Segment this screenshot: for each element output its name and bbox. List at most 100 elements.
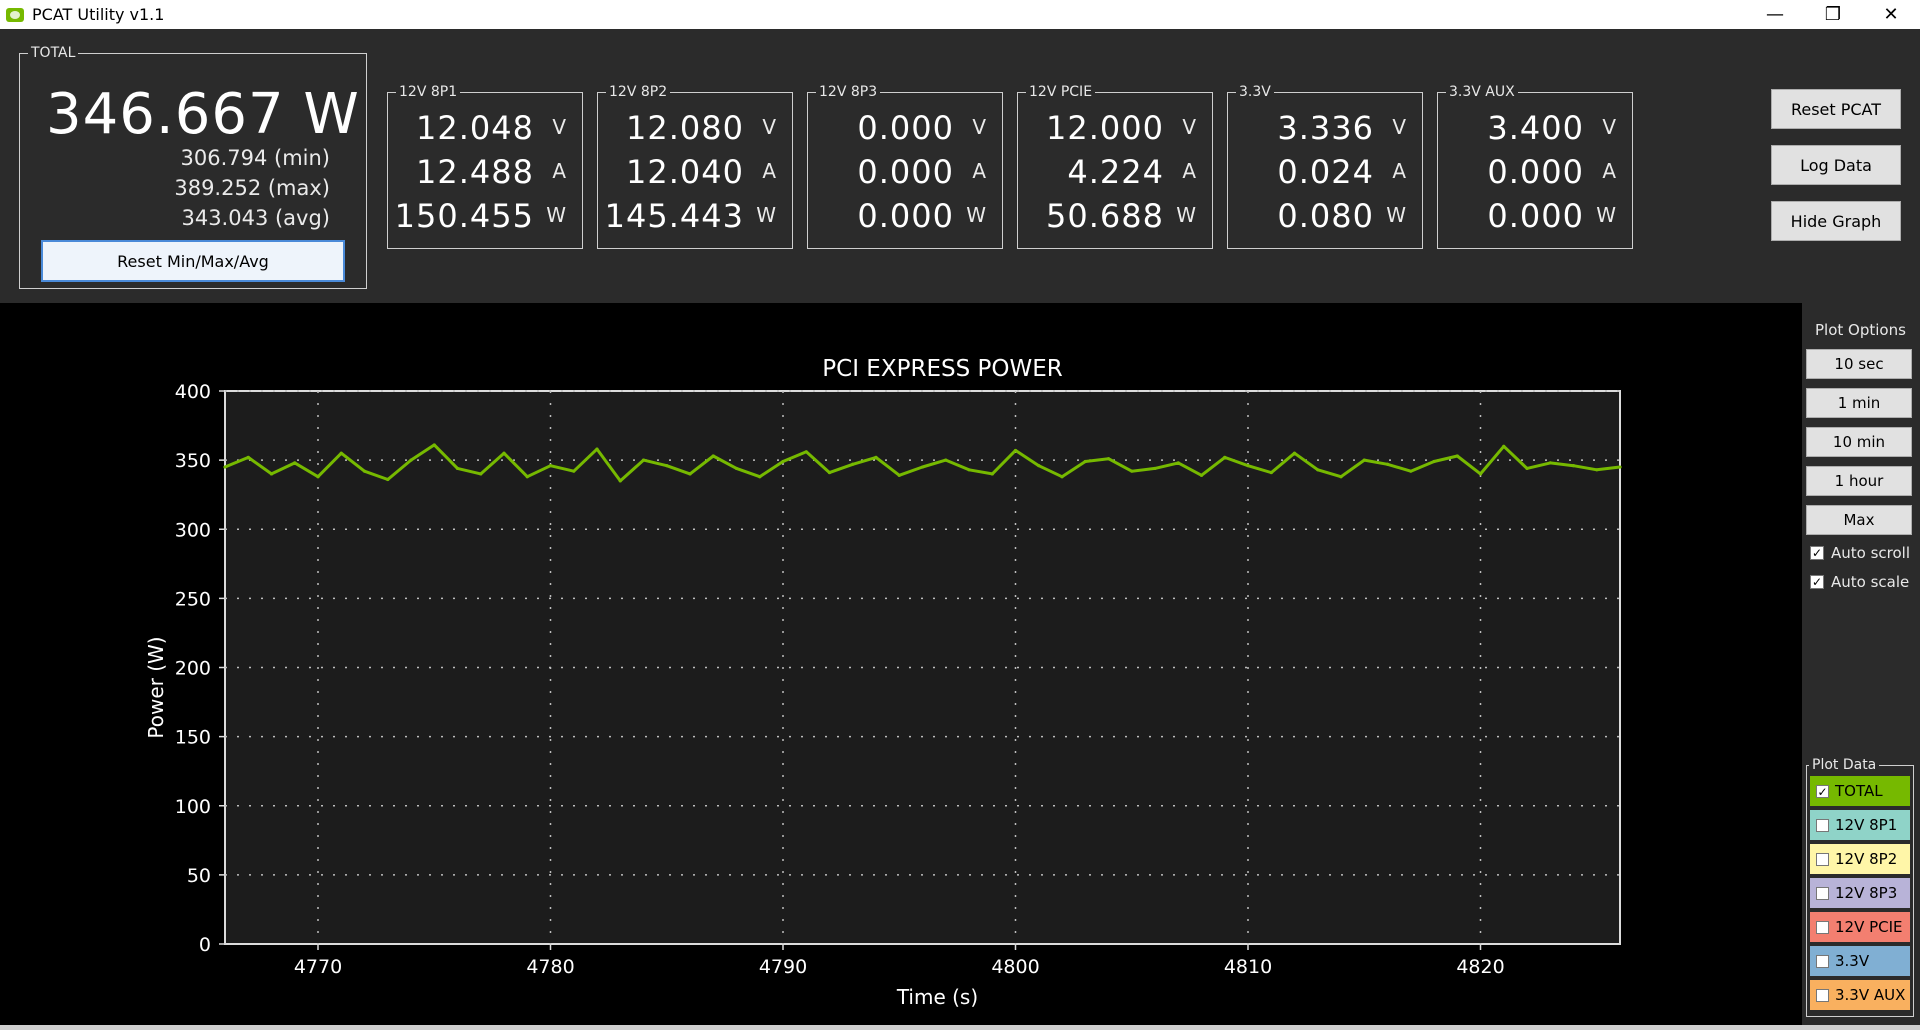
series-point	[572, 469, 576, 473]
reset-pcat-button[interactable]: Reset PCAT	[1771, 89, 1901, 129]
plot-data-title: Plot Data	[1809, 757, 1880, 773]
channel-group: 3.3V AUX 3.400 V 0.000 A 0.000 W	[1437, 84, 1633, 249]
close-button[interactable]: ✕	[1883, 4, 1899, 25]
channel-current-value: 0.000	[1487, 153, 1584, 191]
series-point	[1618, 465, 1622, 469]
series-point	[990, 472, 994, 476]
range-button[interactable]: 1 min	[1806, 388, 1912, 418]
plot-data-item[interactable]: 12V 8P1	[1810, 810, 1910, 840]
series-point	[804, 450, 808, 454]
channel-voltage-value: 12.000	[1046, 109, 1164, 147]
plot-data-checkbox-icon	[1816, 988, 1829, 1002]
channel-power-value: 0.000	[1487, 197, 1584, 235]
channel-voltage-unit: V	[1602, 115, 1616, 139]
auto-scroll-checkbox[interactable]: ✓ Auto scroll	[1810, 544, 1910, 562]
series-point	[1153, 466, 1157, 471]
channel-power-unit: W	[756, 203, 776, 227]
series-point	[874, 455, 878, 459]
channel-label: 3.3V	[1236, 84, 1274, 100]
power-chart[interactable]: 0 50 100 150 200 250 300 350 400 4770 4780 4790 4800…	[0, 303, 1802, 1025]
plot-data-item[interactable]: ✓ TOTAL	[1810, 776, 1910, 806]
minimize-button[interactable]: —	[1766, 4, 1784, 25]
series-point	[479, 472, 483, 476]
plot-data-item[interactable]: 12V 8P3	[1810, 878, 1910, 908]
series-point	[1571, 464, 1576, 468]
channel-power-unit: W	[1386, 203, 1406, 227]
hide-graph-button[interactable]: Hide Graph	[1771, 201, 1901, 241]
channel-voltage-unit: V	[1392, 115, 1406, 139]
log-data-button[interactable]: Log Data	[1771, 145, 1901, 185]
plot-area: 0 50 100 150 200 250 300 350 400 4770 4780 4790 4800…	[0, 303, 1802, 1025]
series-point	[1060, 475, 1064, 479]
series-point	[827, 470, 832, 475]
series-point	[223, 465, 227, 469]
channel-voltage-unit: V	[762, 115, 776, 139]
channel-group: 12V PCIE 12.000 V 4.224 A 50.688 W	[1017, 84, 1213, 249]
series-point	[1362, 458, 1366, 462]
plot-data-checkbox-icon	[1816, 818, 1829, 832]
channel-group: 12V 8P2 12.080 V 12.040 A 145.443 W	[597, 84, 793, 249]
y-tick-label: 250	[175, 588, 211, 610]
nvidia-logo-icon	[6, 7, 24, 22]
series-point	[1502, 444, 1506, 448]
maximize-button[interactable]: ❐	[1824, 4, 1842, 25]
channel-power-value: 150.455	[394, 197, 534, 235]
plot-data-item[interactable]: 3.3V AUX	[1810, 980, 1910, 1010]
channel-group: 12V 8P1 12.048 V 12.488 A 150.455 W	[387, 84, 583, 249]
reset-min-max-avg-button[interactable]: Reset Min/Max/Avg	[41, 240, 345, 282]
plot-data-checkbox-icon	[1816, 852, 1829, 866]
plot-data-item[interactable]: 12V 8P2	[1810, 844, 1910, 874]
channel-current-unit: A	[552, 159, 566, 183]
total-max: 389.252 (max)	[174, 176, 330, 200]
auto-scale-checkbox[interactable]: ✓ Auto scale	[1810, 573, 1909, 591]
channel-voltage-unit: V	[972, 115, 986, 139]
series-point	[1385, 462, 1390, 466]
y-tick-label: 300	[175, 519, 211, 541]
window-title: PCAT Utility v1.1	[32, 5, 165, 24]
plot-data-item-label: 12V PCIE	[1835, 918, 1903, 936]
y-tick-label: 200	[175, 658, 211, 680]
x-tick-label: 4820	[1456, 956, 1504, 978]
series-point	[1083, 459, 1087, 464]
y-tick-label: 350	[175, 450, 211, 472]
channel-power-row: 0.000 W	[808, 197, 1002, 237]
channel-power-row: 50.688 W	[1018, 197, 1212, 237]
plot-data-item-label: 3.3V	[1835, 952, 1870, 970]
channel-label: 3.3V AUX	[1446, 84, 1518, 100]
plot-data-group: Plot Data ✓ TOTAL 12V 8P1 12V 8P2 12V 8P3 12V…	[1806, 757, 1914, 1017]
x-tick-label: 4770	[294, 956, 342, 978]
channel-power-unit: W	[966, 203, 986, 227]
plot-side-panel: Plot Options 10 sec 1 min 10 min 1 hour Max …	[1802, 303, 1920, 1025]
range-button[interactable]: 1 hour	[1806, 466, 1912, 496]
series-point	[1595, 468, 1599, 472]
series-point	[269, 472, 274, 476]
series-point	[1478, 472, 1483, 476]
total-group-label: TOTAL	[28, 45, 79, 61]
series-point	[455, 466, 460, 471]
channel-power-value: 0.080	[1277, 197, 1374, 235]
series-point	[525, 475, 529, 479]
channel-power-value: 145.443	[604, 197, 744, 235]
x-tick-label: 4800	[991, 956, 1039, 978]
plot-data-checkbox-icon	[1816, 886, 1829, 900]
channel-current-row: 12.040 A	[598, 153, 792, 193]
plot-data-item[interactable]: 3.3V	[1810, 946, 1910, 976]
range-button[interactable]: Max	[1806, 505, 1912, 535]
channel-voltage-value: 3.400	[1487, 109, 1584, 147]
series-point	[641, 458, 646, 462]
series-point	[967, 468, 971, 472]
plot-data-checkbox-icon: ✓	[1816, 784, 1829, 799]
series-point	[1106, 457, 1111, 461]
range-button[interactable]: 10 min	[1806, 427, 1912, 457]
series-point	[409, 458, 413, 462]
plot-data-item[interactable]: 12V PCIE	[1810, 912, 1910, 942]
channel-current-value: 12.040	[626, 153, 744, 191]
channel-current-unit: A	[1602, 159, 1616, 183]
range-button[interactable]: 10 sec	[1806, 349, 1912, 379]
series-point	[1246, 464, 1250, 468]
plot-data-item-label: 3.3V AUX	[1835, 986, 1906, 1004]
series-point	[781, 459, 785, 464]
channel-current-row: 0.000 A	[1438, 153, 1632, 193]
series-point	[1199, 473, 1204, 477]
plot-data-checkbox-icon	[1816, 920, 1829, 934]
